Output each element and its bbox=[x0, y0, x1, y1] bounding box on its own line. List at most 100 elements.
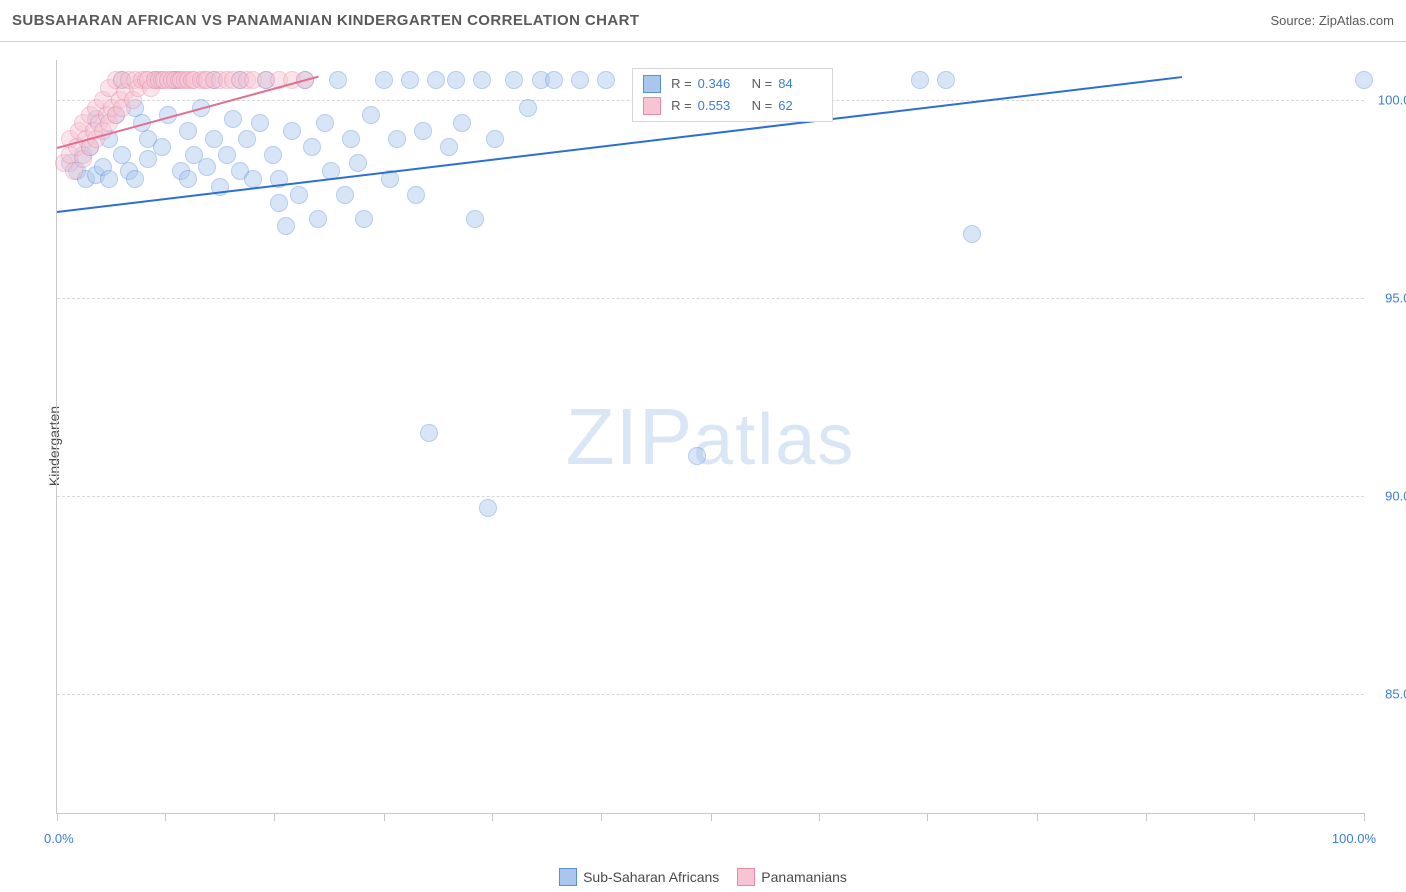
scatter-point bbox=[1355, 71, 1373, 89]
ytick-label: 90.0% bbox=[1368, 488, 1406, 503]
x-axis-max-label: 100.0% bbox=[1332, 831, 1376, 846]
scatter-point bbox=[218, 146, 236, 164]
scatter-point bbox=[597, 71, 615, 89]
scatter-point bbox=[414, 122, 432, 140]
legend-R-value: 0.346 bbox=[698, 76, 742, 91]
xtick bbox=[384, 813, 385, 821]
inset-legend-row: R = 0.346 N = 84 bbox=[633, 73, 832, 95]
scatter-point bbox=[911, 71, 929, 89]
scatter-point bbox=[283, 122, 301, 140]
scatter-point bbox=[342, 130, 360, 148]
scatter-point bbox=[571, 71, 589, 89]
scatter-point bbox=[316, 114, 334, 132]
scatter-point bbox=[427, 71, 445, 89]
source-name: ZipAtlas.com bbox=[1319, 13, 1394, 28]
legend-swatch bbox=[643, 97, 661, 115]
scatter-point bbox=[290, 186, 308, 204]
scatter-point bbox=[440, 138, 458, 156]
legend-R-prefix: R = bbox=[671, 98, 692, 113]
bottom-legend-item: Panamanians bbox=[737, 868, 847, 886]
scatter-point bbox=[329, 71, 347, 89]
xtick bbox=[819, 813, 820, 821]
xtick bbox=[1037, 813, 1038, 821]
gridline-h bbox=[57, 298, 1364, 299]
xtick bbox=[1364, 813, 1365, 821]
scatter-point bbox=[198, 158, 216, 176]
scatter-point bbox=[277, 217, 295, 235]
scatter-point bbox=[688, 447, 706, 465]
bottom-legend-label: Sub-Saharan Africans bbox=[583, 869, 719, 885]
scatter-point bbox=[479, 499, 497, 517]
scatter-point bbox=[963, 225, 981, 243]
ytick-label: 85.0% bbox=[1368, 687, 1406, 702]
scatter-point bbox=[224, 110, 242, 128]
scatter-point bbox=[100, 170, 118, 188]
scatter-point bbox=[375, 71, 393, 89]
scatter-point bbox=[466, 210, 484, 228]
scatter-point bbox=[453, 114, 471, 132]
plot-area: ZIPatlas 85.0%90.0%95.0%100.0%R =0.346N … bbox=[56, 60, 1364, 814]
scatter-point bbox=[270, 194, 288, 212]
xtick bbox=[711, 813, 712, 821]
source-attribution: Source: ZipAtlas.com bbox=[1270, 13, 1394, 28]
scatter-point bbox=[251, 114, 269, 132]
scatter-point bbox=[153, 138, 171, 156]
chart-title: SUBSAHARAN AFRICAN VS PANAMANIAN KINDERG… bbox=[12, 12, 639, 29]
scatter-point bbox=[473, 71, 491, 89]
bottom-legend-item: Sub-Saharan Africans bbox=[559, 868, 719, 886]
legend-N-prefix: N = bbox=[752, 98, 773, 113]
legend-N-prefix: N = bbox=[752, 76, 773, 91]
watermark-zip: ZIP bbox=[566, 392, 693, 481]
bottom-legend-label: Panamanians bbox=[761, 869, 847, 885]
legend-N-value: 62 bbox=[778, 98, 822, 113]
gridline-h bbox=[57, 496, 1364, 497]
scatter-point bbox=[244, 170, 262, 188]
scatter-point bbox=[545, 71, 563, 89]
x-axis-min-label: 0.0% bbox=[44, 831, 74, 846]
xtick bbox=[165, 813, 166, 821]
legend-swatch bbox=[737, 868, 755, 886]
xtick bbox=[1146, 813, 1147, 821]
legend-R-prefix: R = bbox=[671, 76, 692, 91]
scatter-point bbox=[937, 71, 955, 89]
scatter-point bbox=[336, 186, 354, 204]
source-prefix: Source: bbox=[1270, 13, 1318, 28]
gridline-h bbox=[57, 694, 1364, 695]
xtick bbox=[601, 813, 602, 821]
scatter-point bbox=[179, 122, 197, 140]
legend-N-value: 84 bbox=[778, 76, 822, 91]
inset-legend-row: R = 0.553 N = 62 bbox=[633, 95, 832, 117]
legend-R-value: 0.553 bbox=[698, 98, 742, 113]
xtick bbox=[1254, 813, 1255, 821]
ytick-label: 95.0% bbox=[1368, 290, 1406, 305]
scatter-point bbox=[401, 71, 419, 89]
watermark: ZIPatlas bbox=[566, 391, 856, 483]
legend-swatch bbox=[559, 868, 577, 886]
scatter-point bbox=[505, 71, 523, 89]
inset-legend: R = 0.346 N = 84 R = 0.553 N = 62 bbox=[632, 68, 833, 122]
scatter-point bbox=[362, 106, 380, 124]
scatter-point bbox=[388, 130, 406, 148]
scatter-point bbox=[238, 130, 256, 148]
scatter-point bbox=[447, 71, 465, 89]
scatter-point bbox=[407, 186, 425, 204]
trend-line bbox=[57, 76, 1182, 213]
scatter-point bbox=[420, 424, 438, 442]
scatter-point bbox=[355, 210, 373, 228]
scatter-point bbox=[349, 154, 367, 172]
scatter-point bbox=[126, 170, 144, 188]
xtick bbox=[927, 813, 928, 821]
bottom-legend: Sub-Saharan Africans Panamanians bbox=[0, 868, 1406, 886]
legend-swatch bbox=[643, 75, 661, 93]
chart-container: Kindergarten ZIPatlas 85.0%90.0%95.0%100… bbox=[0, 42, 1406, 850]
scatter-point bbox=[519, 99, 537, 117]
scatter-point bbox=[486, 130, 504, 148]
scatter-point bbox=[179, 170, 197, 188]
watermark-atlas: atlas bbox=[693, 400, 855, 480]
xtick bbox=[57, 813, 58, 821]
chart-header: SUBSAHARAN AFRICAN VS PANAMANIAN KINDERG… bbox=[0, 0, 1406, 42]
scatter-point bbox=[309, 210, 327, 228]
ytick-label: 100.0% bbox=[1368, 92, 1406, 107]
xtick bbox=[274, 813, 275, 821]
scatter-point bbox=[303, 138, 321, 156]
